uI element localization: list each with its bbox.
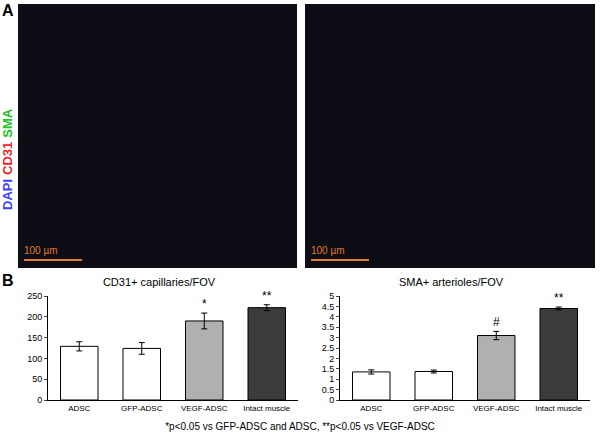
svg-text:5: 5	[329, 291, 334, 301]
svg-text:200: 200	[27, 312, 42, 322]
svg-text:VEGF-ADSC: VEGF-ADSC	[473, 404, 520, 413]
svg-text:3.5: 3.5	[322, 322, 335, 332]
html-text:CD31: CD31	[0, 141, 15, 175]
svg-text:CD31+ capillaries/FOV: CD31+ capillaries/FOV	[103, 276, 216, 288]
svg-text:3: 3	[329, 333, 334, 343]
svg-text:Intact muscle: Intact muscle	[535, 404, 583, 413]
svg-text:VEGF-ADSC: VEGF-ADSC	[181, 404, 228, 413]
svg-text:4: 4	[329, 312, 334, 322]
svg-text:#: #	[493, 315, 500, 329]
svg-text:4.5: 4.5	[322, 302, 335, 312]
svg-text:*: *	[202, 297, 207, 311]
svg-text:Intact muscle: Intact muscle	[243, 404, 291, 413]
svg-text:250: 250	[27, 291, 42, 301]
svg-text:0: 0	[329, 395, 334, 405]
html-text:100 µm: 100 µm	[24, 245, 58, 256]
svg-text:150: 150	[27, 333, 42, 343]
html-text:*p<0.05 vs GFP-ADSC and ADSC,: *p<0.05 vs GFP-ADSC and ADSC, **p<0.05 v…	[165, 421, 435, 432]
svg-text:0: 0	[37, 395, 42, 405]
svg-text:ADSC: ADSC	[68, 404, 90, 413]
html-text:SMA: SMA	[0, 108, 15, 138]
svg-text:ADSC: ADSC	[360, 404, 382, 413]
svg-text:0.5: 0.5	[322, 385, 335, 395]
svg-text:2: 2	[329, 354, 334, 364]
html-text:100 µm: 100 µm	[311, 245, 345, 256]
svg-text:GFP-ADSC: GFP-ADSC	[121, 404, 163, 413]
svg-text:50: 50	[32, 374, 42, 384]
svg-text:SMA+ arterioles/FOV: SMA+ arterioles/FOV	[399, 276, 504, 288]
svg-text:1: 1	[329, 374, 334, 384]
svg-text:2.5: 2.5	[322, 343, 335, 353]
html-text:A: A	[2, 2, 14, 19]
svg-text:GFP-ADSC: GFP-ADSC	[413, 404, 455, 413]
svg-text:**: **	[262, 289, 272, 303]
svg-text:**: **	[554, 291, 564, 305]
html-text:B: B	[2, 272, 14, 289]
html-text:DAPI: DAPI	[0, 178, 15, 210]
svg-text:1.5: 1.5	[322, 364, 335, 374]
svg-text:100: 100	[27, 354, 42, 364]
